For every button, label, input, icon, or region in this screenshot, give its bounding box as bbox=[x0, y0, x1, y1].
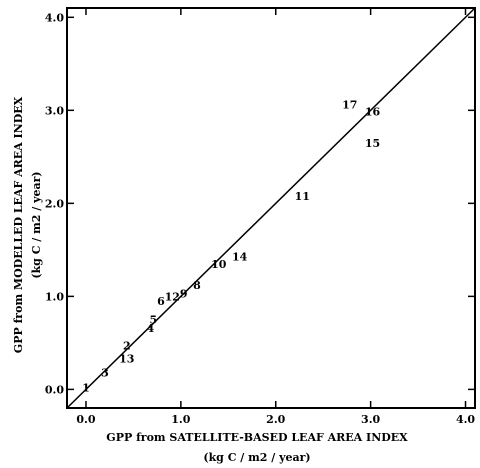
x-tick-label: 4.0 bbox=[456, 413, 475, 426]
y-tick-label: 4.0 bbox=[45, 11, 64, 24]
data-point-label-9: 9 bbox=[180, 288, 188, 301]
x-tick-label: 0.0 bbox=[76, 413, 95, 426]
data-point-label-3: 3 bbox=[101, 367, 109, 380]
y-tick-label: 2.0 bbox=[45, 197, 64, 210]
y-axis-units: (kg C / m2 / year) bbox=[30, 171, 43, 278]
data-point-label-16: 16 bbox=[365, 105, 381, 118]
data-point-label-15: 15 bbox=[365, 137, 380, 150]
x-tick-label: 2.0 bbox=[266, 413, 285, 426]
y-tick-label: 0.0 bbox=[45, 383, 64, 396]
data-point-label-5: 5 bbox=[150, 314, 158, 327]
data-point-label-13: 13 bbox=[119, 353, 134, 366]
data-point-label-8: 8 bbox=[193, 279, 201, 292]
data-point-label-14: 14 bbox=[232, 250, 248, 263]
one-to-one-line bbox=[66, 7, 476, 409]
x-tick-label: 1.0 bbox=[171, 413, 190, 426]
data-point-label-17: 17 bbox=[342, 99, 357, 112]
data-point-label-11: 11 bbox=[295, 190, 310, 203]
plot-frame bbox=[66, 7, 476, 409]
data-point-label-10: 10 bbox=[211, 258, 227, 271]
x-tick-label: 3.0 bbox=[361, 413, 380, 426]
y-tick-label: 3.0 bbox=[45, 104, 64, 117]
y-tick-label: 1.0 bbox=[45, 290, 64, 303]
data-point-label-2: 2 bbox=[123, 340, 131, 353]
data-point-label-1: 1 bbox=[82, 382, 90, 395]
data-point-label-4: 4 bbox=[147, 322, 155, 335]
data-point-label-6: 6 bbox=[157, 295, 165, 308]
x-axis-title: GPP from SATELLITE-BASED LEAF AREA INDEX bbox=[106, 431, 408, 444]
x-axis-units: (kg C / m2 / year) bbox=[203, 451, 310, 464]
data-point-label-12: 12 bbox=[165, 290, 180, 303]
y-axis-title: GPP from MODELLED LEAF AREA INDEX bbox=[12, 96, 25, 353]
